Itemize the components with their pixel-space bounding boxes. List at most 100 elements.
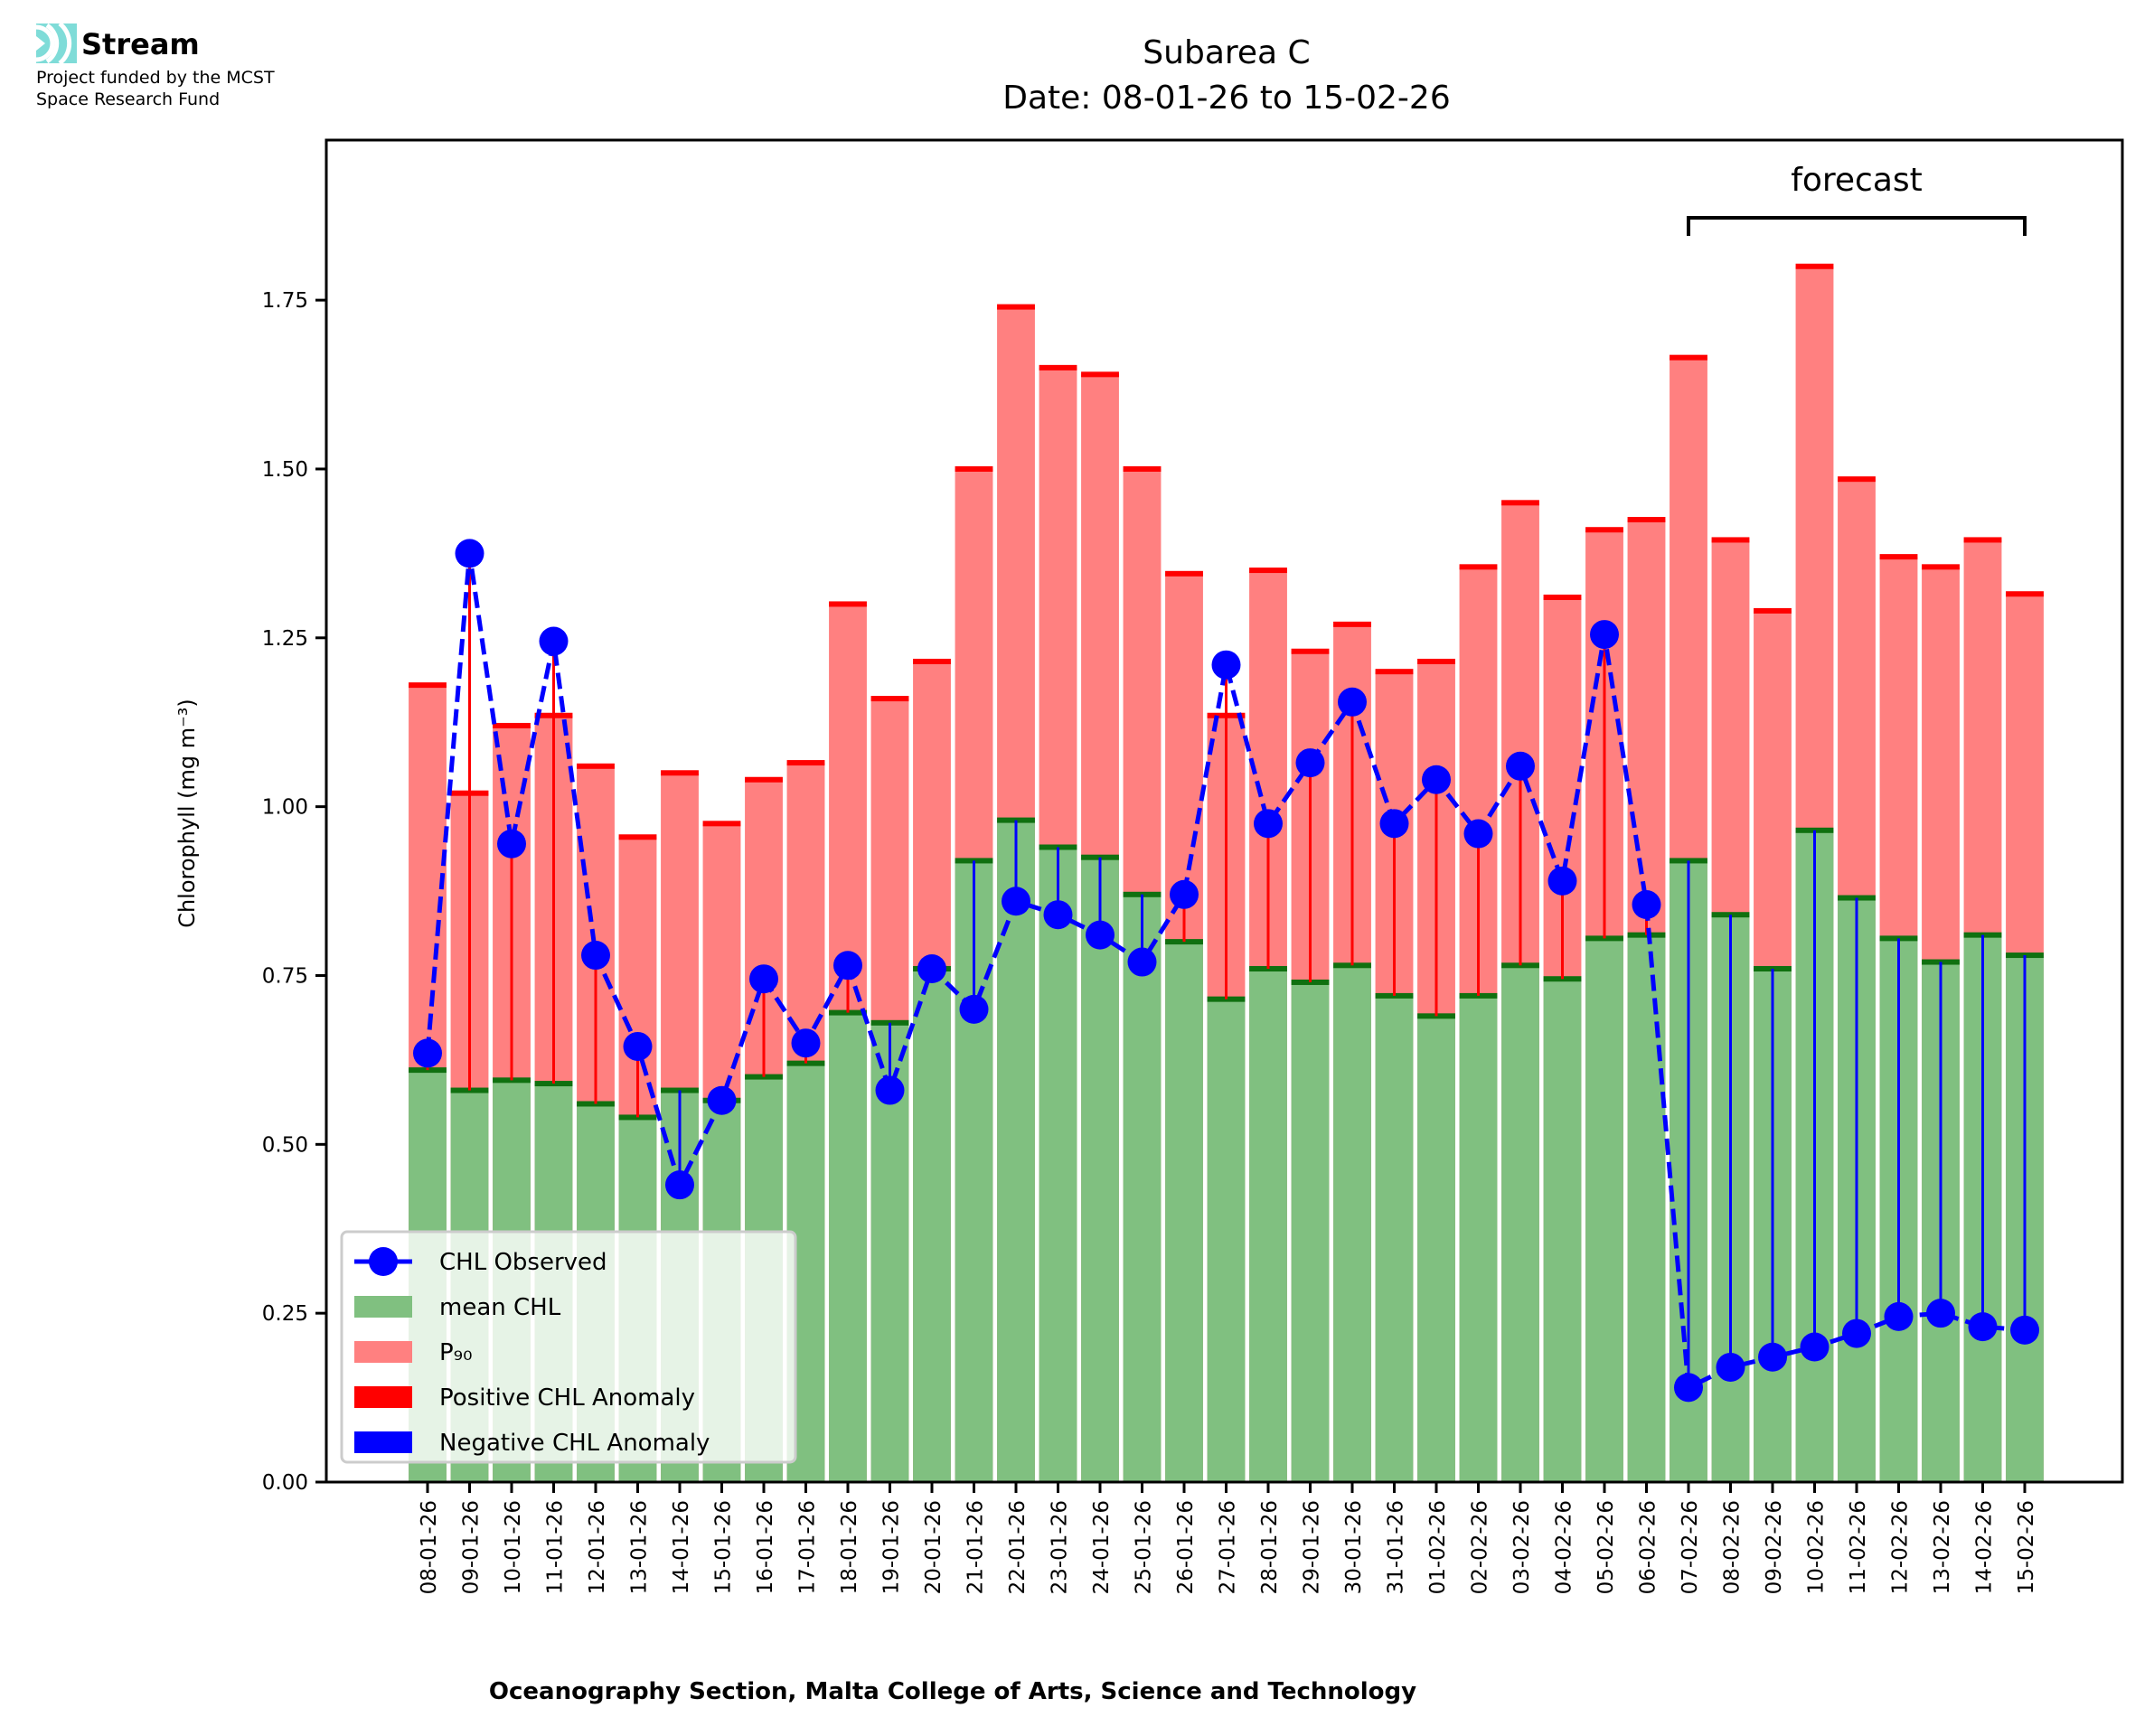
observed-point: [1422, 765, 1451, 794]
legend-box: [340, 1230, 797, 1464]
x-tick-label: 13-01-26: [628, 1500, 652, 1594]
p90-cap: [1543, 594, 1582, 600]
observed-point: [1379, 809, 1409, 839]
x-tick-label: 07-02-26: [1679, 1500, 1702, 1594]
p90-cap: [1375, 669, 1414, 675]
axes-frame: [325, 138, 2124, 1484]
forecast-label: forecast: [1791, 162, 1923, 199]
p90-cap: [1670, 354, 1707, 361]
observed-point: [1127, 947, 1157, 977]
legend: CHL Observed mean CHL P₉₀ Positive CHL Anom…: [340, 1230, 797, 1464]
p90-cap: [661, 770, 699, 776]
mean-bar: [1081, 857, 1119, 1482]
observed-point: [1002, 887, 1030, 916]
observed-point: [1926, 1299, 1955, 1328]
x-tick-label: 03-02-26: [1510, 1500, 1534, 1594]
observed-point: [497, 829, 526, 859]
p90-cap: [409, 682, 447, 689]
x-tick-label: 24-01-26: [1090, 1500, 1114, 1594]
logo: Stream Project funded by the MCST Space …: [35, 22, 275, 109]
p90-cap: [745, 776, 783, 783]
p90-cap: [1291, 648, 1330, 654]
legend-mean: mean CHL: [439, 1294, 561, 1321]
x-tick-label: 15-02-26: [2015, 1500, 2038, 1594]
p90-cap: [1922, 564, 1960, 570]
y-tick-label: 1.75: [262, 289, 308, 313]
y-axis: 0.00 0.25 0.50 0.75 1.00 1.25 1.50 1.75: [262, 289, 326, 1495]
x-tick-label: 28-01-26: [1258, 1500, 1282, 1594]
p90-cap: [913, 658, 951, 664]
mean-bar: [1165, 942, 1203, 1482]
observed-point: [1043, 900, 1073, 930]
x-tick-label: 09-01-26: [460, 1500, 484, 1594]
chart-subtitle: Date: 08-01-26 to 15-02-26: [1002, 80, 1450, 117]
p90-cap: [1039, 364, 1077, 371]
forecast-annotation: forecast: [1687, 162, 2027, 236]
y-tick-label: 1.50: [262, 458, 308, 482]
observed-point: [833, 951, 862, 981]
x-tick-label: 05-02-26: [1594, 1500, 1618, 1594]
legend-swatch: [354, 1386, 412, 1408]
x-tick-label: 12-01-26: [586, 1500, 609, 1594]
x-tick-label: 01-02-26: [1426, 1500, 1450, 1594]
x-tick-label: 20-01-26: [922, 1500, 945, 1594]
observed-point: [1211, 650, 1241, 680]
logo-name: Stream: [81, 27, 200, 61]
x-axis: 08-01-26 09-01-26 10-01-26 11-01-26 12-01-26…: [418, 1482, 2038, 1594]
x-tick-label: 14-01-26: [670, 1500, 693, 1594]
y-tick-label: 0.25: [262, 1302, 308, 1326]
mean-bar: [1375, 995, 1414, 1482]
observed-point: [1884, 1301, 1914, 1331]
x-tick-label: 06-02-26: [1637, 1500, 1660, 1594]
x-tick-label: 12-02-26: [1889, 1500, 1913, 1594]
mean-bar: [1459, 995, 1498, 1482]
mean-bar: [1627, 934, 1666, 1482]
mean-bar: [1291, 981, 1330, 1482]
p90-cap: [1585, 527, 1623, 533]
observed-point: [455, 539, 484, 568]
x-tick-label: 08-01-26: [418, 1500, 441, 1594]
p90-cap: [618, 834, 657, 840]
y-tick-label: 1.00: [262, 796, 308, 820]
mean-bar: [1249, 969, 1287, 1482]
x-tick-label: 10-01-26: [502, 1500, 525, 1594]
x-tick-label: 15-01-26: [712, 1500, 736, 1594]
mean-bar: [1123, 894, 1162, 1482]
observed-point: [1716, 1352, 1745, 1382]
x-tick-label: 16-01-26: [754, 1500, 777, 1594]
observed-point: [1506, 751, 1535, 781]
x-tick-label: 26-01-26: [1174, 1500, 1198, 1594]
legend-swatch: [354, 1296, 412, 1318]
mean-bar: [829, 1012, 867, 1482]
x-tick-label: 02-02-26: [1469, 1500, 1492, 1594]
legend-positive-anomaly: Positive CHL Anomaly: [439, 1384, 695, 1412]
mean-bar: [1501, 965, 1539, 1482]
observed-point: [2010, 1315, 2039, 1345]
x-tick-label: 30-01-26: [1342, 1500, 1366, 1594]
x-tick-label: 31-01-26: [1385, 1500, 1408, 1594]
p90-cap: [2006, 591, 2044, 597]
forecast-bracket: [1687, 216, 2027, 236]
x-tick-label: 04-02-26: [1553, 1500, 1576, 1594]
x-tick-label: 29-01-26: [1301, 1500, 1324, 1594]
legend-p90: P₉₀: [439, 1339, 473, 1366]
p90-cap: [1838, 476, 1876, 483]
x-tick-label: 11-02-26: [1847, 1500, 1870, 1594]
x-tick-label: 18-01-26: [838, 1500, 861, 1594]
observed-point: [1842, 1318, 1871, 1348]
p90-cap: [1627, 517, 1666, 523]
p90-cap: [1081, 371, 1119, 378]
y-tick-label: 0.50: [262, 1133, 308, 1157]
x-tick-label: 17-01-26: [796, 1500, 820, 1594]
p90-cap: [1501, 500, 1539, 506]
p90-cap: [1249, 568, 1287, 574]
stream-logo-icon: [35, 22, 77, 65]
observed-point: [1968, 1312, 1998, 1342]
x-tick-label: 23-01-26: [1049, 1500, 1072, 1594]
observed-point: [581, 941, 610, 971]
x-tick-label: 14-02-26: [1973, 1500, 1997, 1594]
observed-point: [1632, 890, 1661, 920]
mean-bar: [913, 969, 951, 1482]
observed-point: [1338, 687, 1367, 717]
